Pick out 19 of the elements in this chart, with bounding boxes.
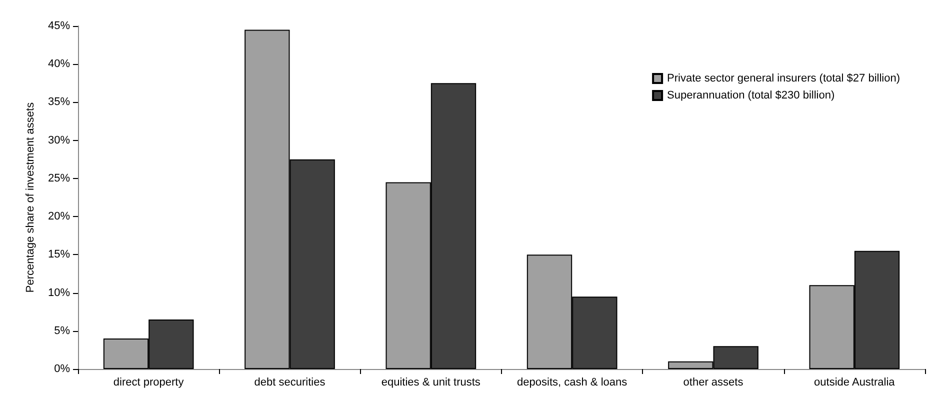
y-tick-label: 45% — [48, 20, 70, 32]
y-tick-label: 40% — [48, 58, 70, 70]
x-tick-label: outside Australia — [814, 376, 896, 388]
y-tick-label: 25% — [48, 172, 70, 184]
x-tick-label: other assets — [683, 376, 744, 388]
y-tick-label: 15% — [48, 248, 70, 261]
y-tick-label: 0% — [54, 363, 70, 375]
x-tick-label: debt securities — [254, 376, 326, 388]
y-tick-label: 5% — [54, 324, 70, 337]
legend-label: Private sector general insurers (total $27 billion) — [667, 72, 900, 84]
y-axis-title: Percentage share of investment assets — [24, 102, 36, 293]
y-tick-label: 20% — [48, 210, 70, 223]
x-tick-label: deposits, cash & loans — [517, 376, 628, 388]
y-tick-label: 35% — [48, 96, 70, 108]
legend-label: Superannuation (total $230 billion) — [667, 90, 835, 102]
x-tick-label: direct property — [113, 376, 184, 388]
y-tick-label: 30% — [48, 134, 70, 146]
y-tick-label: 10% — [48, 286, 70, 299]
x-tick-label: equities & unit trusts — [381, 376, 481, 388]
